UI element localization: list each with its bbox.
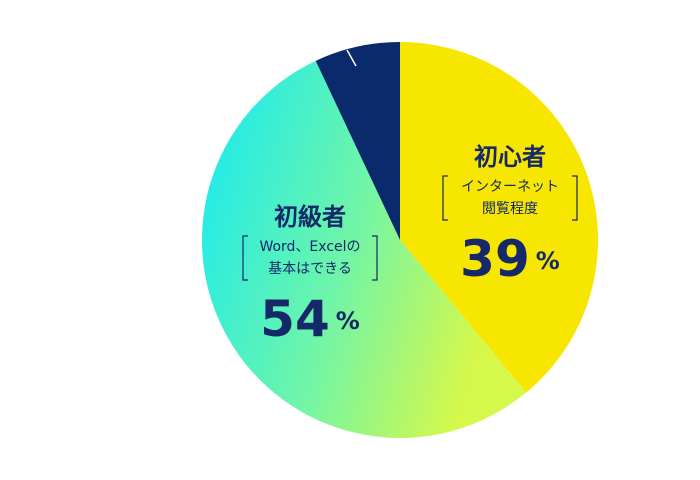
description: 閲覧程度	[482, 200, 538, 217]
pie-slice	[315, 42, 400, 240]
category-label: 初心者	[474, 143, 546, 171]
pie-slice	[202, 60, 527, 438]
bracket	[242, 235, 248, 281]
separator	[346, 49, 357, 67]
category-label: 初級者	[274, 203, 346, 231]
bracket	[372, 235, 378, 281]
value-label: 39%	[460, 230, 560, 288]
value-label: 54%	[260, 290, 360, 348]
pie-slice	[400, 42, 598, 393]
description: Word、Excelの	[259, 239, 360, 255]
description: 基本はできる	[268, 260, 352, 277]
bracket	[572, 175, 578, 221]
description: インターネット	[461, 179, 559, 195]
bracket	[442, 175, 448, 221]
